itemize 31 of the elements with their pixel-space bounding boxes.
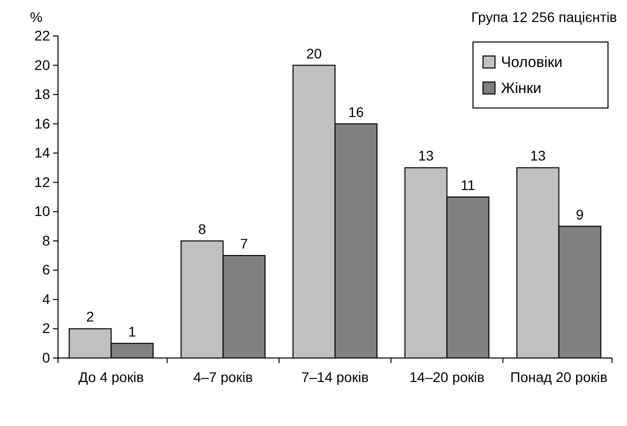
data-label: 2 [86,308,94,325]
y-tick-label: 2 [42,320,50,336]
data-label: 16 [348,104,364,120]
data-label: 1 [128,323,136,340]
y-tick-label: 14 [34,144,50,161]
data-label: 20 [306,45,322,62]
y-tick-label: 18 [34,86,50,102]
y-tick-label: 8 [42,232,50,248]
data-label: 7 [240,236,248,252]
data-label: 11 [460,177,476,193]
y-tick-label: 4 [42,290,50,307]
y-tick-label: 6 [42,262,50,278]
x-tick-label: До 4 років [78,369,144,385]
data-label: 8 [198,220,206,237]
x-tick-label: Понад 20 років [510,369,608,385]
y-axis-title: % [30,9,42,25]
x-tick-label: 7–14 років [301,369,369,385]
y-tick-label: 12 [34,174,50,190]
y-tick-label: 10 [34,203,50,220]
data-label: 9 [576,206,584,222]
x-tick-label: 4–7 років [193,369,253,385]
y-tick-label: 0 [42,349,50,366]
data-label: 13 [530,148,546,164]
chart-subtitle: Група 12 256 пацієнтів [471,9,617,25]
y-tick-label: 16 [34,115,50,132]
legend-label: Жінки [501,80,542,97]
legend-label: Чоловіки [501,54,563,71]
data-label: 13 [418,148,434,164]
y-tick-label: 22 [34,27,50,44]
y-tick-label: 20 [34,56,50,73]
x-tick-label: 14–20 років [409,369,484,385]
